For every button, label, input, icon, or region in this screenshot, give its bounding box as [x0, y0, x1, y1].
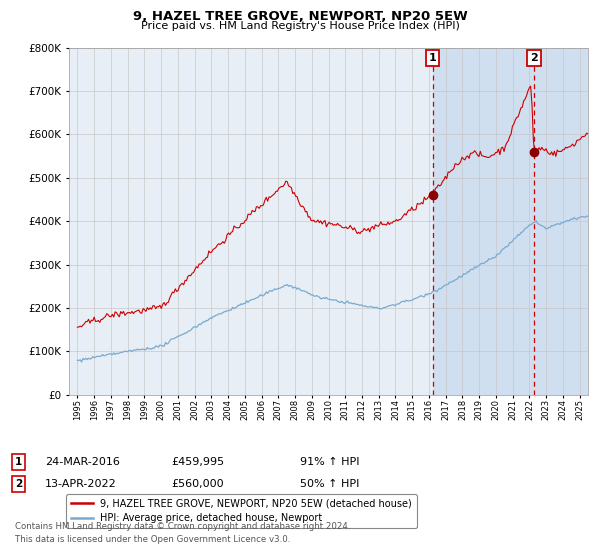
Text: 2: 2 [530, 53, 538, 63]
Text: 9, HAZEL TREE GROVE, NEWPORT, NP20 5EW: 9, HAZEL TREE GROVE, NEWPORT, NP20 5EW [133, 10, 467, 23]
Text: 2: 2 [15, 479, 22, 489]
Text: Price paid vs. HM Land Registry's House Price Index (HPI): Price paid vs. HM Land Registry's House … [140, 21, 460, 31]
Bar [433, 48, 600, 395]
Text: 1: 1 [429, 53, 437, 63]
Text: 91% ↑ HPI: 91% ↑ HPI [300, 457, 359, 467]
Text: 24-MAR-2016: 24-MAR-2016 [45, 457, 120, 467]
Text: 1: 1 [15, 457, 22, 467]
Text: £459,995: £459,995 [171, 457, 224, 467]
Text: £560,000: £560,000 [171, 479, 224, 489]
Text: Contains HM Land Registry data © Crown copyright and database right 2024.
This d: Contains HM Land Registry data © Crown c… [15, 522, 350, 544]
Legend: 9, HAZEL TREE GROVE, NEWPORT, NP20 5EW (detached house), HPI: Average price, det: 9, HAZEL TREE GROVE, NEWPORT, NP20 5EW (… [67, 494, 417, 528]
Text: 13-APR-2022: 13-APR-2022 [45, 479, 117, 489]
Text: 50% ↑ HPI: 50% ↑ HPI [300, 479, 359, 489]
